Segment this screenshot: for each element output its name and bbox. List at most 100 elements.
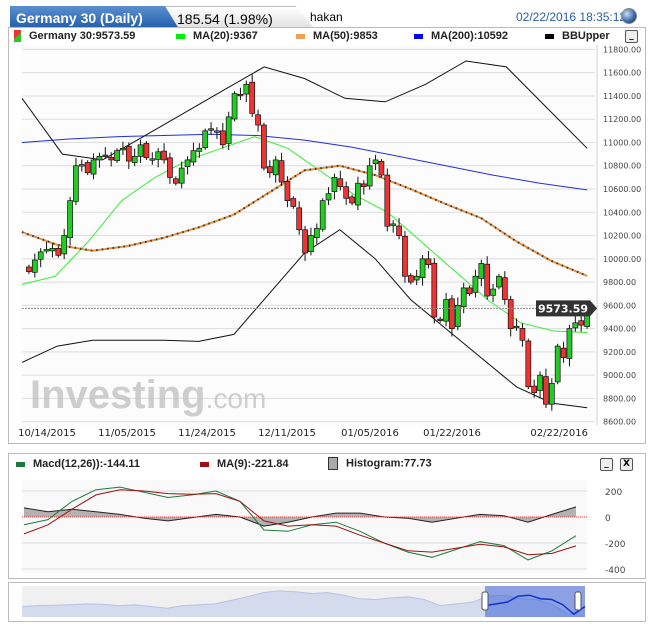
macd-y-tick: 200 [605, 488, 622, 498]
candle [519, 328, 526, 341]
legend-hist-label: Histogram:77.73 [346, 457, 432, 470]
navigator-area [22, 590, 585, 617]
candle [355, 182, 361, 206]
macd-y-tick: -400 [605, 566, 626, 576]
candle [566, 328, 573, 359]
navigator-left-handle[interactable] [481, 591, 489, 611]
candle [413, 275, 420, 281]
last-price-label: 9573.59 [538, 302, 588, 315]
candle [37, 251, 44, 260]
legend-ma20: MA(20):9367 [176, 30, 258, 42]
candle [155, 151, 162, 160]
candle [26, 266, 32, 272]
candle [84, 162, 91, 174]
minimize-macd-button[interactable]: _ [600, 458, 613, 471]
candle [337, 178, 344, 188]
candle [449, 298, 455, 329]
macd-swatch-icon [16, 461, 25, 467]
ma50-dots [21, 164, 588, 277]
candle [384, 174, 391, 227]
candle [443, 299, 449, 322]
candle [302, 229, 308, 254]
legend-macd-label: Macd(12,26)):-144.11 [33, 458, 140, 470]
last-price-tag [536, 300, 597, 317]
y-tick-label: 9400.00 [603, 325, 636, 334]
candle [278, 160, 285, 183]
candle [190, 150, 197, 163]
up-down-icon [14, 30, 21, 43]
close-macd-button[interactable]: X [620, 458, 633, 471]
candle [531, 385, 538, 393]
bb-swatch-icon [545, 33, 554, 39]
username: hakan [310, 10, 343, 24]
y-tick-label: 10800.00 [603, 162, 641, 171]
ma50-swatch-icon [296, 33, 305, 39]
y-tick-label: 8600.00 [603, 418, 636, 427]
globe-icon[interactable] [621, 8, 637, 24]
y-tick-label: 10000.00 [603, 255, 641, 264]
candle [178, 167, 185, 184]
x-tick-label: 11/05/2015 [98, 428, 156, 439]
x-tick-label: 12/11/2015 [258, 428, 316, 439]
candle [349, 196, 355, 204]
candle [161, 150, 167, 161]
minimize-main-button[interactable]: _ [625, 30, 638, 43]
candle [360, 183, 367, 188]
candle [366, 165, 373, 187]
candle [425, 258, 432, 265]
candle [255, 114, 261, 126]
legend-signal: MA(9):-221.84 [200, 458, 289, 470]
ma200-line [21, 133, 588, 191]
candle [484, 263, 491, 297]
candle [513, 325, 520, 329]
instrument-tab[interactable]: Germany 30 (Daily) [10, 6, 194, 30]
x-tick-label: 01/22/2016 [423, 428, 481, 439]
y-tick-label: 10200.00 [603, 232, 641, 241]
candle [548, 382, 555, 405]
navigator-right-handle[interactable] [574, 591, 582, 611]
y-tick-label: 9800.00 [603, 278, 636, 287]
legend-ma20-label: MA(20):9367 [193, 30, 258, 42]
candle [496, 275, 502, 288]
candle [507, 299, 514, 329]
candle [202, 130, 209, 148]
candle [43, 249, 50, 252]
y-tick-label: 11800.00 [603, 45, 641, 54]
candle [31, 259, 38, 273]
candle [554, 345, 561, 383]
candle [296, 207, 303, 231]
candle [249, 81, 256, 114]
candle [172, 178, 179, 184]
ma20-line [21, 136, 588, 333]
candle [402, 235, 408, 277]
macd-y-tick: -200 [605, 540, 626, 550]
candle [137, 144, 144, 157]
y-tick-label: 11600.00 [603, 69, 641, 78]
y-tick-label: 9600.00 [603, 301, 636, 310]
candle [237, 93, 244, 97]
candle [478, 263, 485, 279]
x-tick-label: 01/05/2016 [341, 428, 399, 439]
investing-logo: Investing.com [30, 373, 266, 417]
navigator-selected-line [484, 594, 586, 616]
plot-area [22, 45, 595, 425]
candle [466, 287, 473, 295]
candle [149, 158, 156, 161]
price-chart: 11800.00 11600.00 11400.00 11200.00 11000.00… [18, 45, 641, 439]
candle [231, 93, 238, 120]
candle [143, 143, 150, 158]
x-tick-label: 11/24/2015 [178, 428, 236, 439]
price-change: 185.54 (1.98%) [165, 6, 317, 31]
candle [319, 200, 326, 230]
legend-bb: BBUpper [545, 30, 610, 42]
candle [243, 83, 250, 95]
candle [378, 160, 385, 176]
y-tick-label: 10400.00 [603, 208, 641, 217]
candle [208, 128, 214, 131]
macd-chart: 200 0 -200 -400 [22, 486, 626, 576]
y-tick-label: 9200.00 [603, 348, 636, 357]
candle [572, 322, 579, 329]
legend-macd: Macd(12,26)):-144.11 [16, 458, 140, 470]
legend-hist: Histogram:77.73 [328, 457, 432, 470]
